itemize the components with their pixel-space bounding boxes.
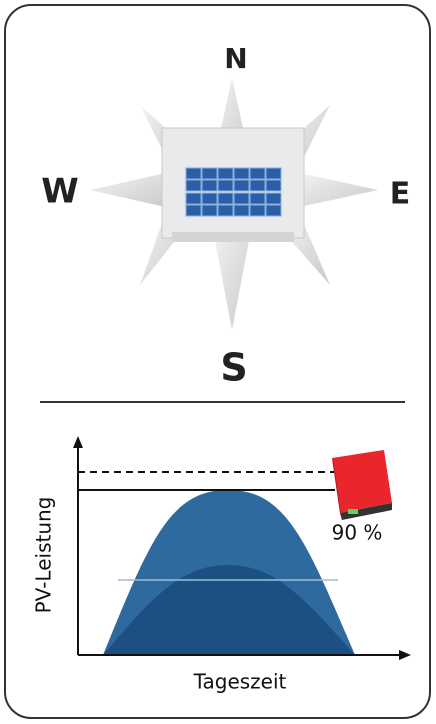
inverter-label: 90 %: [332, 521, 383, 545]
x-arrow: [399, 650, 411, 660]
x-axis-label: Tageszeit: [193, 670, 287, 694]
inverter: [332, 450, 392, 520]
west-label: W: [41, 172, 79, 212]
east-label: E: [390, 177, 411, 212]
south-label: S: [220, 346, 247, 390]
compass-rose: [90, 78, 378, 330]
pv-curve-reduced: [103, 565, 355, 655]
y-arrow: [73, 436, 83, 448]
y-axis-label: PV-Leistung: [32, 497, 56, 614]
north-label: N: [224, 42, 247, 75]
house: [161, 127, 305, 242]
